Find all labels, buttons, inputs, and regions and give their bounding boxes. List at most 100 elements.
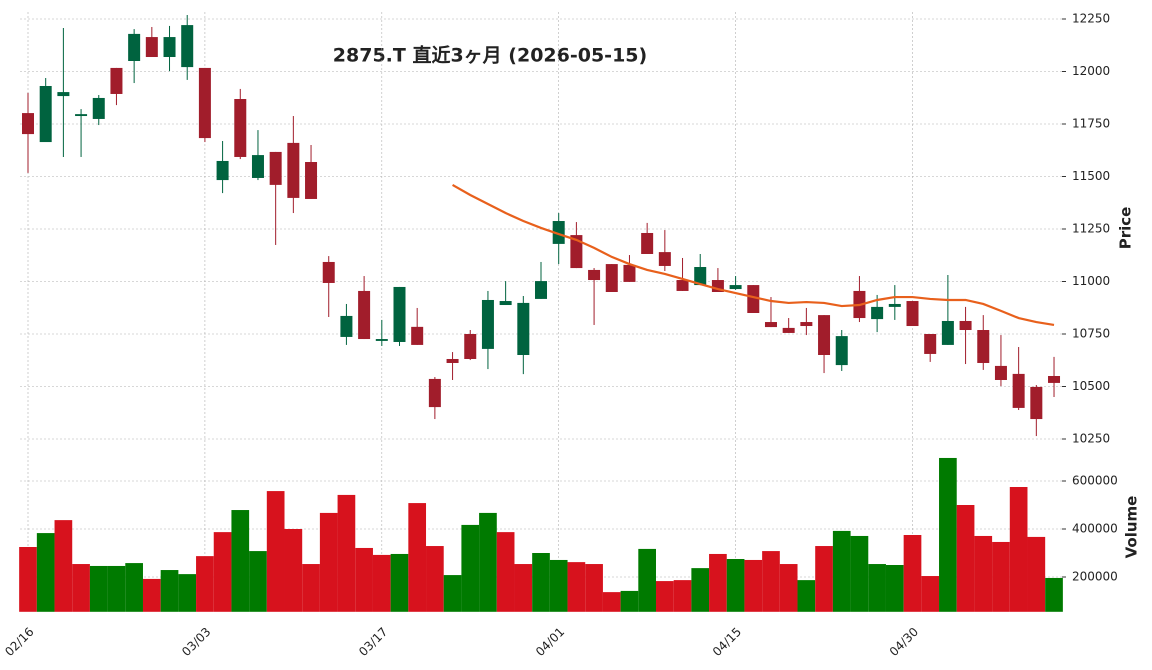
candle-body [552, 221, 565, 244]
volume-bar [337, 494, 356, 612]
x-tick-label: 04/01 [533, 625, 567, 659]
volume-bar [673, 580, 692, 612]
volume-bar [655, 581, 674, 612]
candle-body [269, 151, 282, 185]
volume-bar [461, 524, 480, 612]
candle-body [128, 33, 141, 61]
volume-bar [992, 541, 1010, 612]
candle-body [375, 339, 388, 341]
volume-bar [974, 535, 993, 612]
volume-bar [850, 535, 869, 612]
y-tick-label: 11250 [1072, 222, 1110, 236]
volume-bar [302, 564, 320, 612]
y-tick-label: 600000 [1072, 474, 1118, 488]
candle-body [163, 37, 176, 58]
candle-body [517, 302, 530, 355]
volume-bar [868, 564, 886, 612]
volume-bar [125, 563, 143, 612]
candle-body [234, 99, 247, 157]
candle-body [1030, 386, 1043, 420]
candle-body [75, 114, 88, 117]
y-axis-label: Volume [1123, 496, 1141, 559]
volume-bar [196, 556, 214, 612]
candle-body [941, 320, 954, 345]
chart-title: 2875.T 直近3ヶ月 (2026-05-15) [333, 44, 647, 67]
y-tick-label: 11000 [1072, 274, 1110, 288]
volume-bar [249, 551, 267, 612]
candle-body [924, 334, 937, 354]
x-tick-label: 04/15 [710, 625, 744, 659]
volume-bar [797, 580, 816, 612]
y-tick-label: 10250 [1072, 432, 1110, 446]
volume-bar [921, 576, 940, 612]
candle-body [747, 285, 760, 313]
volume-bar [372, 554, 391, 612]
candle-body [393, 286, 406, 342]
volume-bar [532, 553, 550, 612]
candle-body [499, 301, 512, 306]
volume-bar [107, 565, 126, 612]
candle-body [764, 322, 777, 328]
candle-body [198, 67, 211, 139]
candle-body [1012, 373, 1025, 408]
volume-bar [390, 553, 409, 612]
candle-body [800, 322, 813, 327]
volume-bar [602, 592, 621, 612]
volume-bar [779, 564, 798, 612]
volume-bar [709, 553, 727, 612]
volume-bar [744, 559, 763, 612]
candle-body [959, 320, 972, 331]
volume-bar [231, 510, 250, 612]
volume-bar [54, 520, 73, 612]
y-axis-label: Price [1117, 207, 1135, 250]
volume-bar [585, 564, 603, 612]
candle-body [322, 261, 335, 283]
y-tick-label: 11750 [1072, 117, 1110, 131]
y-tick-label: 10750 [1072, 327, 1110, 341]
candle-body [888, 303, 901, 307]
candle-body [305, 162, 318, 199]
candle-body [835, 336, 848, 366]
x-tick-label: 03/17 [356, 625, 390, 659]
volume-bar [620, 590, 639, 612]
candle-body [605, 264, 618, 292]
volume-bar [355, 547, 373, 612]
volume-bar [89, 565, 108, 612]
candle-body [251, 155, 264, 178]
candle-body [287, 142, 300, 198]
candle-body [623, 264, 636, 282]
candle-body [181, 25, 194, 68]
candle-body [641, 232, 654, 254]
candle-body [676, 280, 689, 291]
volume-bar [815, 546, 833, 612]
candle-body [92, 97, 105, 119]
volume-bar [832, 530, 851, 612]
y-tick-label: 10500 [1072, 379, 1110, 393]
x-tick-label: 04/30 [887, 625, 921, 659]
volume-bar [426, 546, 444, 612]
volume-bar [567, 562, 586, 612]
volume-bar [178, 574, 197, 612]
volume-bar [1045, 577, 1063, 612]
candle-body [818, 315, 831, 355]
volume-bar [691, 568, 710, 612]
volume-bar [408, 503, 427, 612]
volume-bar [72, 564, 90, 612]
volume-bar [956, 505, 975, 612]
candle-body [145, 37, 158, 58]
volume-bar [284, 529, 303, 612]
candle-body [446, 358, 459, 363]
volume-bar [638, 548, 656, 612]
volume-bar [36, 533, 55, 612]
candle-body [358, 290, 371, 340]
candle-body [782, 327, 795, 333]
candle-body [658, 252, 671, 266]
candle-body [22, 113, 34, 135]
candle-body [39, 85, 52, 143]
volume-bar [19, 547, 37, 612]
volume-bar [160, 570, 179, 612]
candle-body [464, 334, 477, 359]
x-tick-label: 03/03 [179, 625, 213, 659]
candle-body [535, 281, 548, 299]
